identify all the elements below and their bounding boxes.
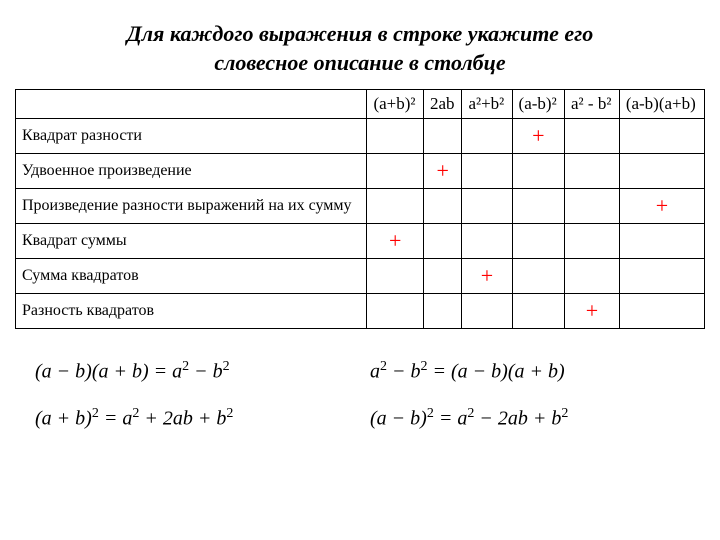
cell [367, 189, 424, 224]
cell [565, 259, 620, 294]
cell: + [367, 224, 424, 259]
table-row: Квадрат суммы + [16, 224, 705, 259]
cell [423, 294, 462, 329]
formula-3: (a + b)2 = a2 + 2ab + b2 [35, 406, 350, 431]
cell [367, 119, 424, 154]
row-label-3: Квадрат суммы [16, 224, 367, 259]
table-row: Произведение разности выражений на их су… [16, 189, 705, 224]
cell: + [512, 119, 564, 154]
cell [462, 189, 512, 224]
col-header-4: a² - b² [565, 90, 620, 119]
table-row: Удвоенное произведение + [16, 154, 705, 189]
col-header-2: a²+b² [462, 90, 512, 119]
row-label-2: Произведение разности выражений на их су… [16, 189, 367, 224]
cell [367, 294, 424, 329]
row-label-0: Квадрат разности [16, 119, 367, 154]
table-row: Сумма квадратов + [16, 259, 705, 294]
formulas-block: (a − b)(a + b) = a2 − b2 a2 − b2 = (a − … [15, 359, 705, 430]
table-row: Квадрат разности + [16, 119, 705, 154]
cell: + [565, 294, 620, 329]
cell [619, 154, 704, 189]
col-header-0: (a+b)² [367, 90, 424, 119]
header-row: (a+b)² 2ab a²+b² (a-b)² a² - b² (a-b)(a+… [16, 90, 705, 119]
cell [619, 119, 704, 154]
cell [565, 189, 620, 224]
table-row: Разность квадратов + [16, 294, 705, 329]
cell [619, 294, 704, 329]
row-label-4: Сумма квадратов [16, 259, 367, 294]
col-header-1: 2ab [423, 90, 462, 119]
cell: + [462, 259, 512, 294]
cell: + [619, 189, 704, 224]
cell [462, 224, 512, 259]
matching-table: (a+b)² 2ab a²+b² (a-b)² a² - b² (a-b)(a+… [15, 89, 705, 329]
cell: + [423, 154, 462, 189]
title-line-2: словесное описание в столбце [214, 50, 505, 75]
cell [619, 224, 704, 259]
page-title: Для каждого выражения в строке укажите е… [15, 20, 705, 77]
cell [423, 189, 462, 224]
cell [423, 224, 462, 259]
cell [512, 259, 564, 294]
row-label-1: Удвоенное произведение [16, 154, 367, 189]
cell [512, 154, 564, 189]
cell [423, 259, 462, 294]
cell [512, 224, 564, 259]
cell [565, 119, 620, 154]
cell [462, 154, 512, 189]
col-header-3: (a-b)² [512, 90, 564, 119]
row-label-5: Разность квадратов [16, 294, 367, 329]
cell [462, 294, 512, 329]
title-line-1: Для каждого выражения в строке укажите е… [127, 21, 594, 46]
cell [512, 294, 564, 329]
cell [367, 259, 424, 294]
cell [462, 119, 512, 154]
cell [565, 154, 620, 189]
col-header-5: (a-b)(a+b) [619, 90, 704, 119]
cell [512, 189, 564, 224]
cell [565, 224, 620, 259]
cell [367, 154, 424, 189]
cell [423, 119, 462, 154]
formula-2: a2 − b2 = (a − b)(a + b) [370, 359, 685, 384]
cell [619, 259, 704, 294]
formula-1: (a − b)(a + b) = a2 − b2 [35, 359, 350, 384]
empty-header [16, 90, 367, 119]
formula-4: (a − b)2 = a2 − 2ab + b2 [370, 406, 685, 431]
